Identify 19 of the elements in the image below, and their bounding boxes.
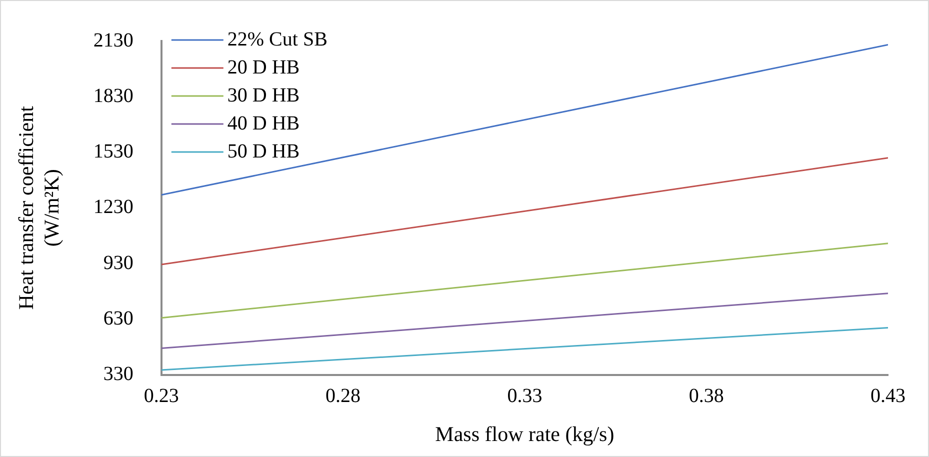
x-tick-label: 0.38 xyxy=(688,385,724,408)
y-tick-label: 330 xyxy=(103,363,134,386)
y-tick-label: 2130 xyxy=(93,29,134,52)
legend-label: 30 D HB xyxy=(227,84,300,106)
y-tick-label: 1530 xyxy=(93,140,134,163)
legend-label: 22% Cut SB xyxy=(227,28,328,50)
y-tick-label: 930 xyxy=(103,252,134,274)
x-tick-label: 0.23 xyxy=(144,385,179,408)
x-tick-label: 0.43 xyxy=(870,385,906,408)
y-tick-label: 630 xyxy=(103,307,134,330)
y-tick-label: 1830 xyxy=(93,84,134,107)
legend-label: 40 D HB xyxy=(227,112,300,134)
x-tick-label: 0.33 xyxy=(507,385,542,408)
legend-label: 20 D HB xyxy=(227,56,300,78)
y-axis-title: Heat transfer coefficient (W/m²K) xyxy=(14,106,64,310)
x-tick-label: 0.28 xyxy=(326,385,361,408)
y-tick-label: 1230 xyxy=(93,196,134,218)
x-axis-title: Mass flow rate (kg/s) xyxy=(435,422,614,446)
legend-label: 50 D HB xyxy=(227,140,300,162)
